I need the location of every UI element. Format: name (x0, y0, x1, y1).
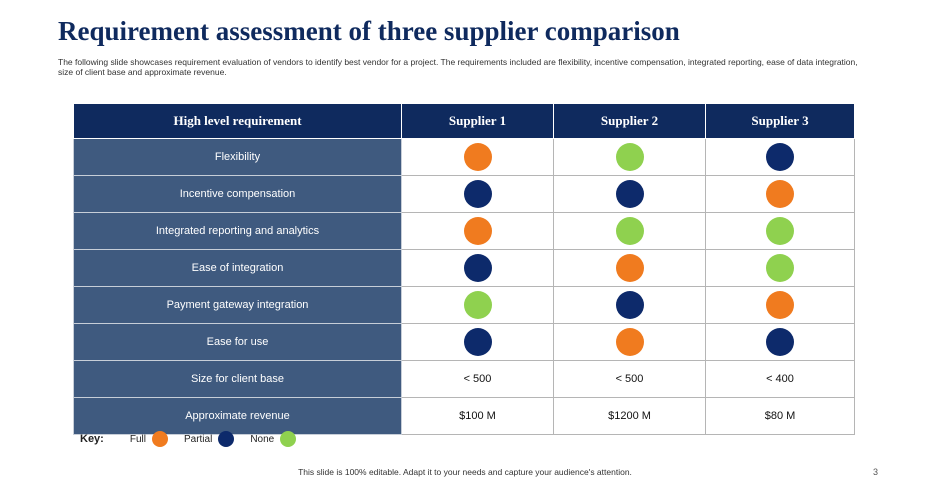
cell (705, 286, 855, 324)
key-item: Partial (183, 431, 235, 447)
cell (401, 138, 554, 176)
rating-dot (615, 180, 644, 208)
table-row: Ease of integration (73, 249, 855, 287)
key-title: Key: (80, 433, 104, 445)
cell (553, 138, 706, 176)
table-row: Payment gateway integration (73, 286, 855, 324)
cell-text: < 500 (401, 360, 554, 398)
key-item: None (250, 431, 297, 447)
footer: This slide is 100% editable. Adapt it to… (298, 467, 632, 477)
rating-dot (615, 254, 644, 282)
column-header: Supplier 2 (553, 103, 706, 139)
cell (553, 175, 706, 213)
header-row: High level requirement Supplier 1 Supplier… (73, 103, 855, 139)
comparison-table: High level requirement Supplier 1 Supplier… (73, 103, 855, 435)
requirement-label: Payment gateway integration (73, 286, 402, 324)
column-header: High level requirement (73, 103, 402, 139)
key: Key: Full Partial None (80, 431, 312, 447)
rating-dot (463, 143, 492, 171)
key-label: None (250, 433, 275, 445)
cell-text: $80 M (705, 397, 855, 435)
key-dot (280, 431, 297, 447)
requirement-label: Integrated reporting and analytics (73, 212, 402, 250)
column-header: Supplier 1 (401, 103, 554, 139)
table-row: Incentive compensation (73, 175, 855, 213)
requirement-label: Incentive compensation (73, 175, 402, 213)
cell (705, 212, 855, 250)
column-header: Supplier 3 (705, 103, 855, 139)
rating-dot (615, 328, 644, 356)
rating-dot (766, 254, 794, 282)
table-row: Integrated reporting and analytics (73, 212, 855, 250)
cell (705, 323, 855, 361)
rating-dot (766, 328, 794, 356)
cell (401, 323, 554, 361)
rating-dot (766, 143, 794, 171)
page-number: 3 (873, 467, 879, 477)
table-row: Size for client base < 500 < 500 < 400 (73, 360, 855, 398)
requirement-label: Flexibility (73, 138, 402, 176)
cell (553, 286, 706, 324)
rating-dot (463, 180, 492, 208)
subtitle: The following slide showcases requiremen… (58, 57, 858, 77)
cell (553, 323, 706, 361)
rating-dot (463, 217, 492, 245)
rating-dot (766, 291, 794, 319)
key-dot (151, 431, 168, 447)
cell-text: < 500 (553, 360, 706, 398)
table-row: Flexibility (73, 138, 855, 176)
cell (705, 249, 855, 287)
requirement-label: Ease for use (73, 323, 402, 361)
table-row: Ease for use (73, 323, 855, 361)
rating-dot (463, 328, 492, 356)
rating-dot (463, 254, 492, 282)
cell-text: $1200 M (553, 397, 706, 435)
requirement-label: Size for client base (73, 360, 402, 398)
rating-dot (766, 217, 794, 245)
rating-dot (615, 291, 644, 319)
cell (401, 175, 554, 213)
rating-dot (463, 291, 492, 319)
cell-text: $100 M (401, 397, 554, 435)
cell-text: < 400 (705, 360, 855, 398)
cell (705, 138, 855, 176)
requirement-label: Approximate revenue (73, 397, 402, 435)
table-body: Flexibility Incentive compensation Integra… (73, 138, 855, 435)
requirement-label: Ease of integration (73, 249, 402, 287)
cell (705, 175, 855, 213)
rating-dot (766, 180, 794, 208)
key-dot (218, 431, 235, 447)
cell (401, 212, 554, 250)
cell (553, 249, 706, 287)
cell (401, 286, 554, 324)
table-row: Approximate revenue $100 M $1200 M $80 M (73, 397, 855, 435)
key-item: Full (130, 431, 168, 447)
title: Requirement assessment of three supplier… (58, 16, 680, 46)
cell (401, 249, 554, 287)
key-label: Full (129, 433, 146, 445)
rating-dot (615, 217, 644, 245)
cell (553, 212, 706, 250)
key-label: Partial (183, 433, 213, 445)
rating-dot (615, 143, 644, 171)
